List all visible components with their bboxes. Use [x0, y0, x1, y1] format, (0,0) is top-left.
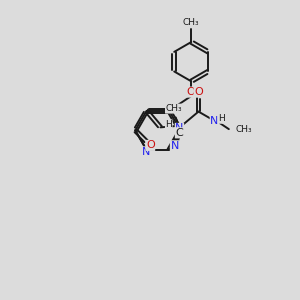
Text: N: N	[175, 123, 184, 134]
Text: H: H	[218, 114, 225, 123]
Text: CH₃: CH₃	[166, 104, 182, 113]
Text: O: O	[146, 140, 155, 150]
Text: O: O	[194, 87, 203, 97]
Text: N: N	[170, 141, 179, 151]
Text: N: N	[141, 147, 150, 157]
Text: C: C	[176, 128, 183, 138]
Text: O: O	[187, 87, 196, 97]
Text: CH₃: CH₃	[236, 124, 252, 134]
Text: CH₃: CH₃	[183, 18, 200, 27]
Text: H: H	[165, 120, 172, 129]
Text: N: N	[210, 116, 219, 126]
